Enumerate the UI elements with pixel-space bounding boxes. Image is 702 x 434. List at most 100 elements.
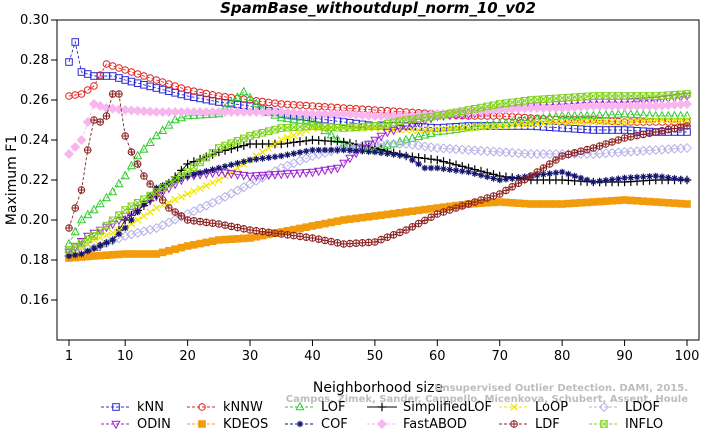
data-point [358,239,367,247]
data-point [545,112,555,121]
data-point [215,176,223,184]
data-point [251,172,261,181]
data-point [208,179,217,187]
data-point [115,250,123,259]
data-point [340,146,347,154]
data-point [246,234,254,242]
data-point [102,221,111,230]
data-point [383,210,392,219]
data-point [351,109,362,120]
data-point [402,226,410,234]
data-point [452,204,460,212]
data-point [296,224,304,233]
data-point [132,105,143,116]
data-point [546,170,553,177]
data-point [238,182,249,193]
data-point [409,156,416,164]
data-point [346,147,354,154]
data-point [296,123,304,131]
data-point [419,141,430,152]
data-point [583,118,591,126]
data-point [377,149,385,157]
y-tick-label: 0.20 [20,213,49,228]
data-point [563,110,574,120]
data-point [239,86,249,96]
data-point [545,200,554,208]
data-point [638,109,648,119]
data-point [533,168,541,176]
x-axis-label: Neighborhood size [313,380,443,396]
data-point [595,142,604,150]
data-point [552,118,560,127]
data-point [408,207,417,215]
data-point [602,177,610,184]
legend-label: LDF [535,417,560,432]
data-point [282,107,293,118]
y-axis-label: Maximum F1 [4,135,20,225]
data-point [444,143,455,154]
data-point [502,186,510,195]
data-point [526,114,536,124]
data-point [583,198,591,207]
data-point [589,198,598,206]
data-point [483,173,491,181]
y-tick-label: 0.16 [20,293,49,308]
data-point [232,185,243,196]
data-point [76,134,87,146]
data-point [682,110,692,120]
data-point [408,223,417,231]
data-point [64,248,74,258]
data-point [620,134,629,142]
data-point [577,199,585,207]
data-point [475,145,487,156]
data-point [90,116,98,124]
data-point [338,108,349,120]
data-point [664,116,672,124]
data-point [540,171,547,178]
data-point [190,187,198,195]
data-point [520,199,529,208]
data-point [558,118,566,126]
data-point [670,124,679,133]
data-point [190,163,198,171]
data-point [165,204,173,212]
data-point [196,239,204,248]
data-point [289,231,298,240]
data-point [283,231,292,239]
x-axis: 1 10 20 30 40 50 60 70 80 90 100 [65,340,699,364]
data-point [127,68,136,76]
data-point [502,175,510,183]
data-point [657,110,667,120]
data-point [677,175,685,183]
data-point [171,245,179,253]
data-point [258,148,267,156]
data-point [514,121,523,129]
data-point [146,74,154,82]
x-tick-label: 30 [242,349,259,364]
data-point [158,125,168,134]
data-point [577,118,585,126]
data-point [70,141,81,153]
data-point [327,237,335,246]
data-point [133,79,142,88]
data-point [95,198,105,208]
data-point [276,170,286,180]
data-point [620,118,629,126]
data-point [239,225,248,233]
data-point [352,147,360,155]
data-point [445,158,455,168]
data-point [640,173,647,181]
data-point [670,199,679,207]
data-point [533,119,541,128]
data-point [90,232,98,240]
legend-item: LoOP [499,400,568,415]
data-point [632,109,642,119]
data-point [651,110,661,120]
data-point [196,184,204,193]
data-point [357,110,368,121]
data-point [102,251,111,259]
data-point [576,110,586,120]
data-point [96,233,104,242]
data-point [171,176,179,184]
data-point [426,142,437,153]
